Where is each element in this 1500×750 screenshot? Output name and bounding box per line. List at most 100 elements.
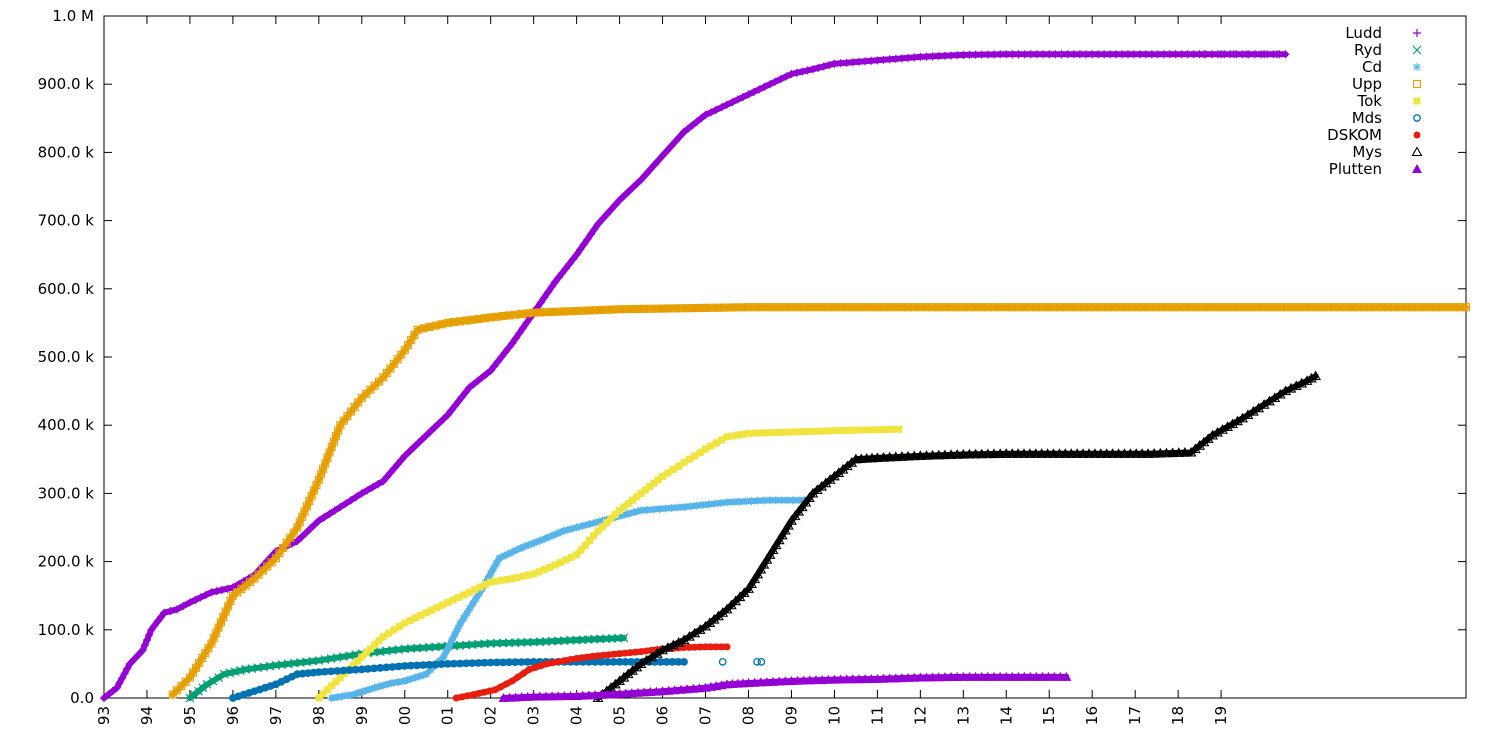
data-point (452, 694, 460, 702)
data-point (988, 448, 1000, 459)
data-point (771, 496, 780, 505)
data-point (619, 633, 629, 643)
data-point (1020, 303, 1029, 312)
data-point (1127, 303, 1136, 312)
data-point (1036, 448, 1048, 458)
data-point (762, 303, 771, 312)
data-point (1258, 303, 1267, 312)
data-point (814, 63, 823, 72)
data-point (707, 442, 715, 450)
data-point (352, 492, 361, 501)
data-point (379, 633, 387, 641)
data-point (1408, 303, 1417, 312)
data-point (726, 303, 735, 312)
legend-label: DSKOM (1327, 126, 1382, 144)
data-point (555, 658, 563, 666)
data-point (401, 619, 409, 627)
x-tick-label: 98 (310, 706, 328, 725)
legend-marker (1413, 114, 1421, 122)
data-point (374, 377, 384, 386)
legend-label: Ludd (1345, 24, 1382, 42)
data-point (741, 497, 750, 506)
data-point (486, 313, 495, 322)
data-point (444, 599, 452, 607)
data-point (1306, 303, 1315, 312)
data-point (1330, 303, 1339, 312)
data-point (825, 61, 834, 70)
data-point (464, 692, 472, 700)
y-tick-label: 100.0 k (38, 621, 95, 639)
data-point (1205, 303, 1214, 312)
data-point (454, 397, 463, 406)
data-point (450, 401, 459, 410)
data-point (120, 669, 129, 678)
data-point (614, 675, 626, 685)
data-point (712, 643, 720, 651)
data-point (1312, 303, 1321, 312)
data-point (1455, 303, 1465, 312)
data-point (842, 426, 850, 434)
data-point (770, 539, 782, 550)
x-tick-label: 94 (138, 706, 156, 725)
data-point (1228, 303, 1238, 312)
data-point (405, 447, 414, 456)
x-tick-label: 96 (224, 706, 242, 725)
data-point (293, 670, 302, 678)
data-point (782, 519, 794, 530)
data-point (649, 161, 658, 170)
data-point (166, 607, 175, 616)
data-point (191, 595, 200, 604)
data-point (425, 322, 434, 332)
y-tick-label: 300.0 k (38, 484, 95, 502)
data-point (594, 527, 602, 535)
data-point (1071, 448, 1083, 458)
data-point (739, 92, 748, 101)
data-point (1161, 447, 1172, 458)
x-tick-label: 07 (697, 706, 715, 725)
data-point (830, 303, 839, 312)
data-point (557, 558, 565, 566)
data-point (548, 307, 557, 316)
data-point (486, 569, 495, 578)
x-tick-label: 00 (396, 706, 414, 725)
legend-marker (1413, 29, 1421, 37)
data-point (228, 583, 237, 592)
data-point (522, 318, 531, 327)
data-point (524, 571, 532, 579)
data-point (1246, 303, 1256, 312)
data-point (776, 529, 788, 540)
data-point (511, 334, 520, 343)
data-point (1109, 303, 1118, 312)
data-point (621, 305, 630, 314)
data-point (718, 643, 726, 651)
data-point (675, 462, 683, 470)
x-tick-label: 97 (267, 706, 285, 725)
data-point (417, 611, 425, 619)
data-point (1148, 448, 1160, 458)
data-point (413, 439, 422, 448)
data-point (787, 428, 795, 436)
data-point (1270, 303, 1279, 312)
data-point (757, 658, 766, 666)
data-point (680, 503, 689, 512)
data-point (118, 674, 127, 683)
data-point (336, 674, 344, 682)
data-point (633, 493, 641, 501)
data-point (437, 320, 446, 329)
data-point (376, 682, 385, 691)
data-point (375, 637, 383, 645)
data-point (646, 651, 658, 662)
data-point (503, 576, 511, 584)
data-point (609, 305, 618, 314)
data-point (297, 533, 306, 542)
data-point (527, 539, 536, 548)
data-point (769, 429, 777, 437)
data-point (578, 306, 587, 315)
data-point (416, 671, 425, 680)
data-point (646, 304, 655, 313)
data-point (866, 426, 874, 434)
data-point (692, 117, 701, 126)
data-point (1175, 303, 1184, 312)
data-point (637, 648, 645, 656)
y-axis: 0.0 100.0 k 200.0 k 300.0 k 400.0 k 500.0 k 60… (38, 7, 1466, 707)
